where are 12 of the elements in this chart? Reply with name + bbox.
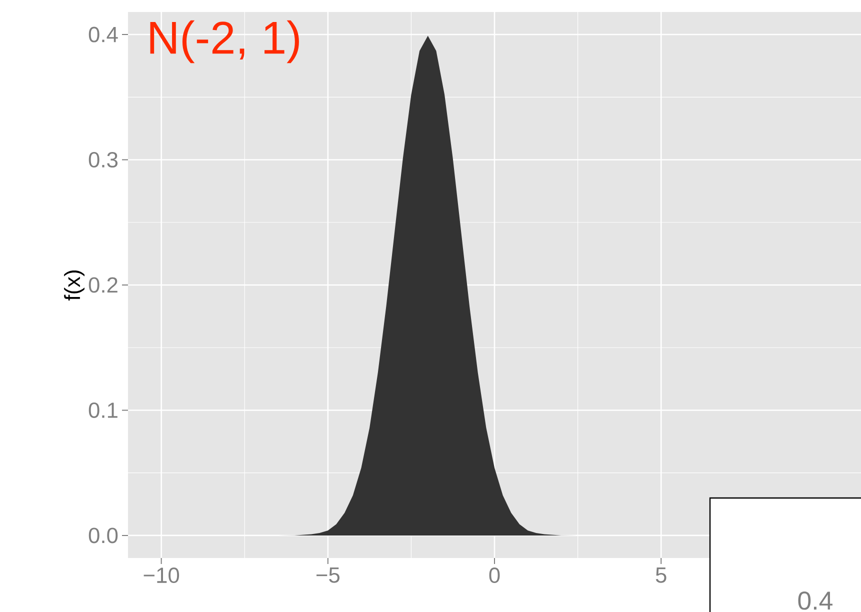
- chart-title: N(-2, 1): [150, 20, 299, 64]
- x-tick-label: −5: [316, 568, 340, 583]
- y-tick-label: 0.2: [88, 277, 118, 293]
- y-tick-label: 0.3: [88, 152, 118, 168]
- x-tick-label: 0: [489, 568, 500, 584]
- y-tick-label: 0.4: [88, 26, 118, 42]
- text: 0.4: [798, 591, 832, 610]
- x-tick-label: −10: [144, 568, 180, 584]
- y-tick-label: 0.1: [88, 402, 118, 418]
- y-tick-label: 0.0: [88, 528, 118, 544]
- x-tick-label: 5: [656, 568, 666, 583]
- y-axis-title: f(x): [64, 270, 84, 301]
